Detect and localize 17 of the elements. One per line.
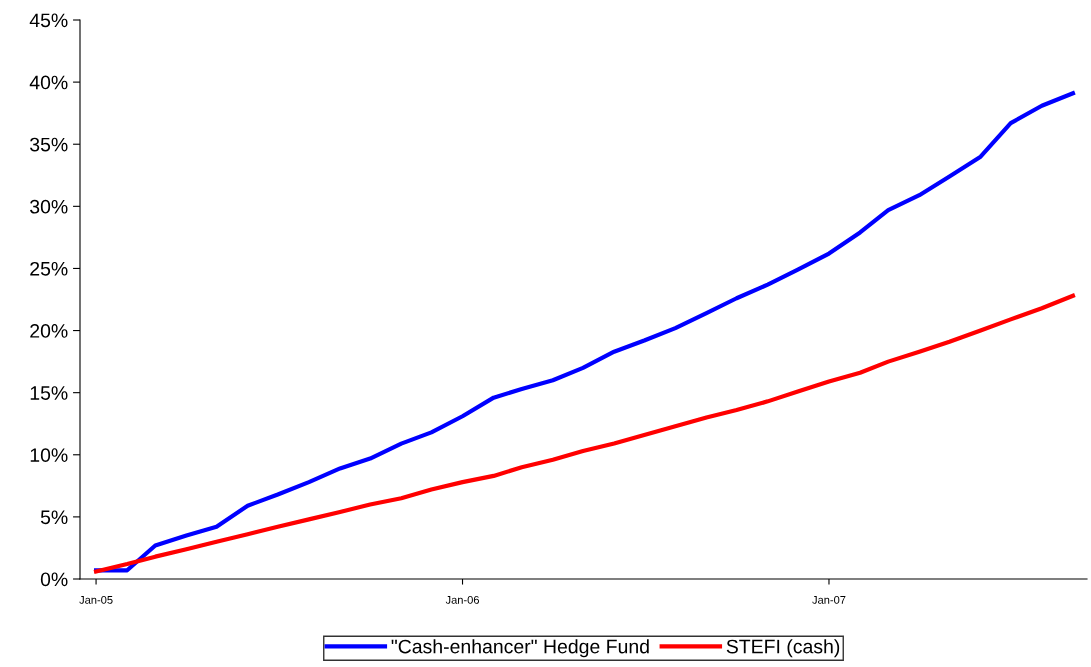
- x-tick-label: Jan-06: [445, 595, 480, 604]
- y-tick-label: 15%: [30, 386, 68, 400]
- legend-label: "Cash-enhancer" Hedge Fund: [391, 639, 649, 658]
- y-tick-label: 35%: [30, 137, 68, 152]
- legend-label: STEFI (cash): [726, 639, 840, 658]
- x-tick-label: Jan-07: [812, 595, 846, 604]
- x-tick-label: Jan-05: [79, 595, 113, 604]
- y-tick-label: 0%: [40, 572, 68, 587]
- line-series: [93, 293, 1076, 574]
- y-tick-label: 20%: [30, 324, 68, 338]
- y-tick-label: 10%: [30, 448, 68, 463]
- y-tick-label: 40%: [29, 75, 68, 90]
- y-tick-label: 45%: [29, 13, 68, 28]
- line-series: [93, 91, 1076, 573]
- y-tick-label: 25%: [30, 261, 68, 276]
- y-tick-label: 5%: [40, 510, 68, 525]
- y-tick-label: 30%: [30, 199, 68, 214]
